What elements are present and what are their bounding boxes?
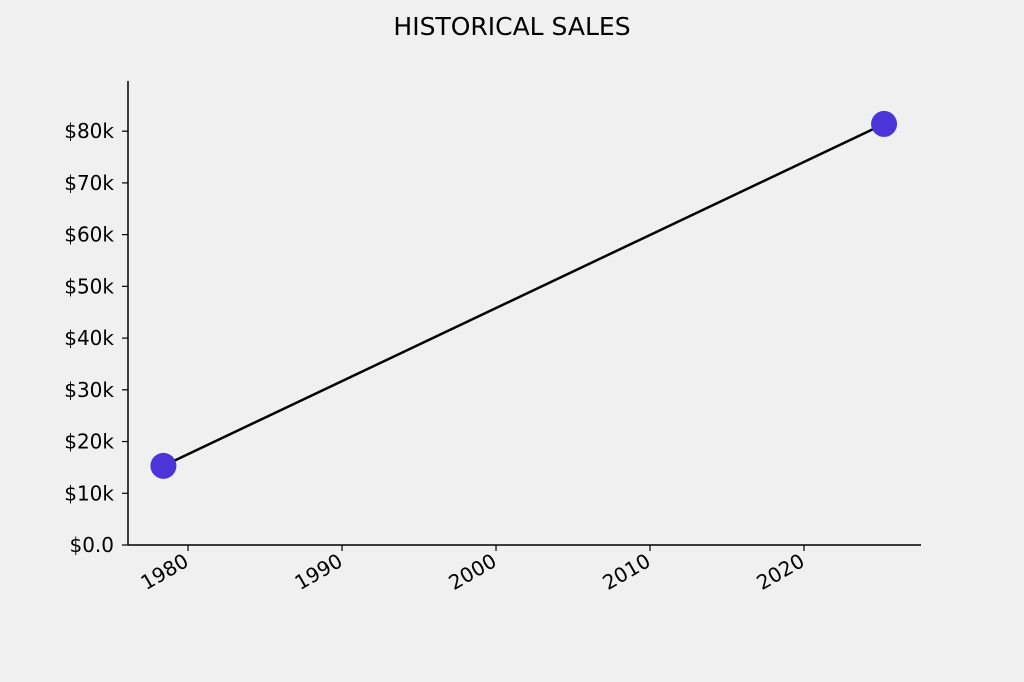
y-tick-label: $40k: [64, 326, 114, 350]
chart-title: HISTORICAL SALES: [393, 12, 630, 41]
point: [871, 110, 898, 137]
y-tick-label: $80k: [64, 119, 114, 143]
y-tick-label: $0.0: [69, 533, 114, 557]
y-tick-label: $20k: [64, 430, 114, 454]
y-tick-label: $30k: [64, 378, 114, 402]
y-tick-label: $70k: [64, 171, 114, 195]
y-tick-label: $60k: [64, 223, 114, 247]
y-tick-label: $10k: [64, 481, 114, 505]
line: [162, 122, 885, 467]
point: [150, 452, 177, 479]
y-tick-label: $50k: [64, 274, 114, 298]
